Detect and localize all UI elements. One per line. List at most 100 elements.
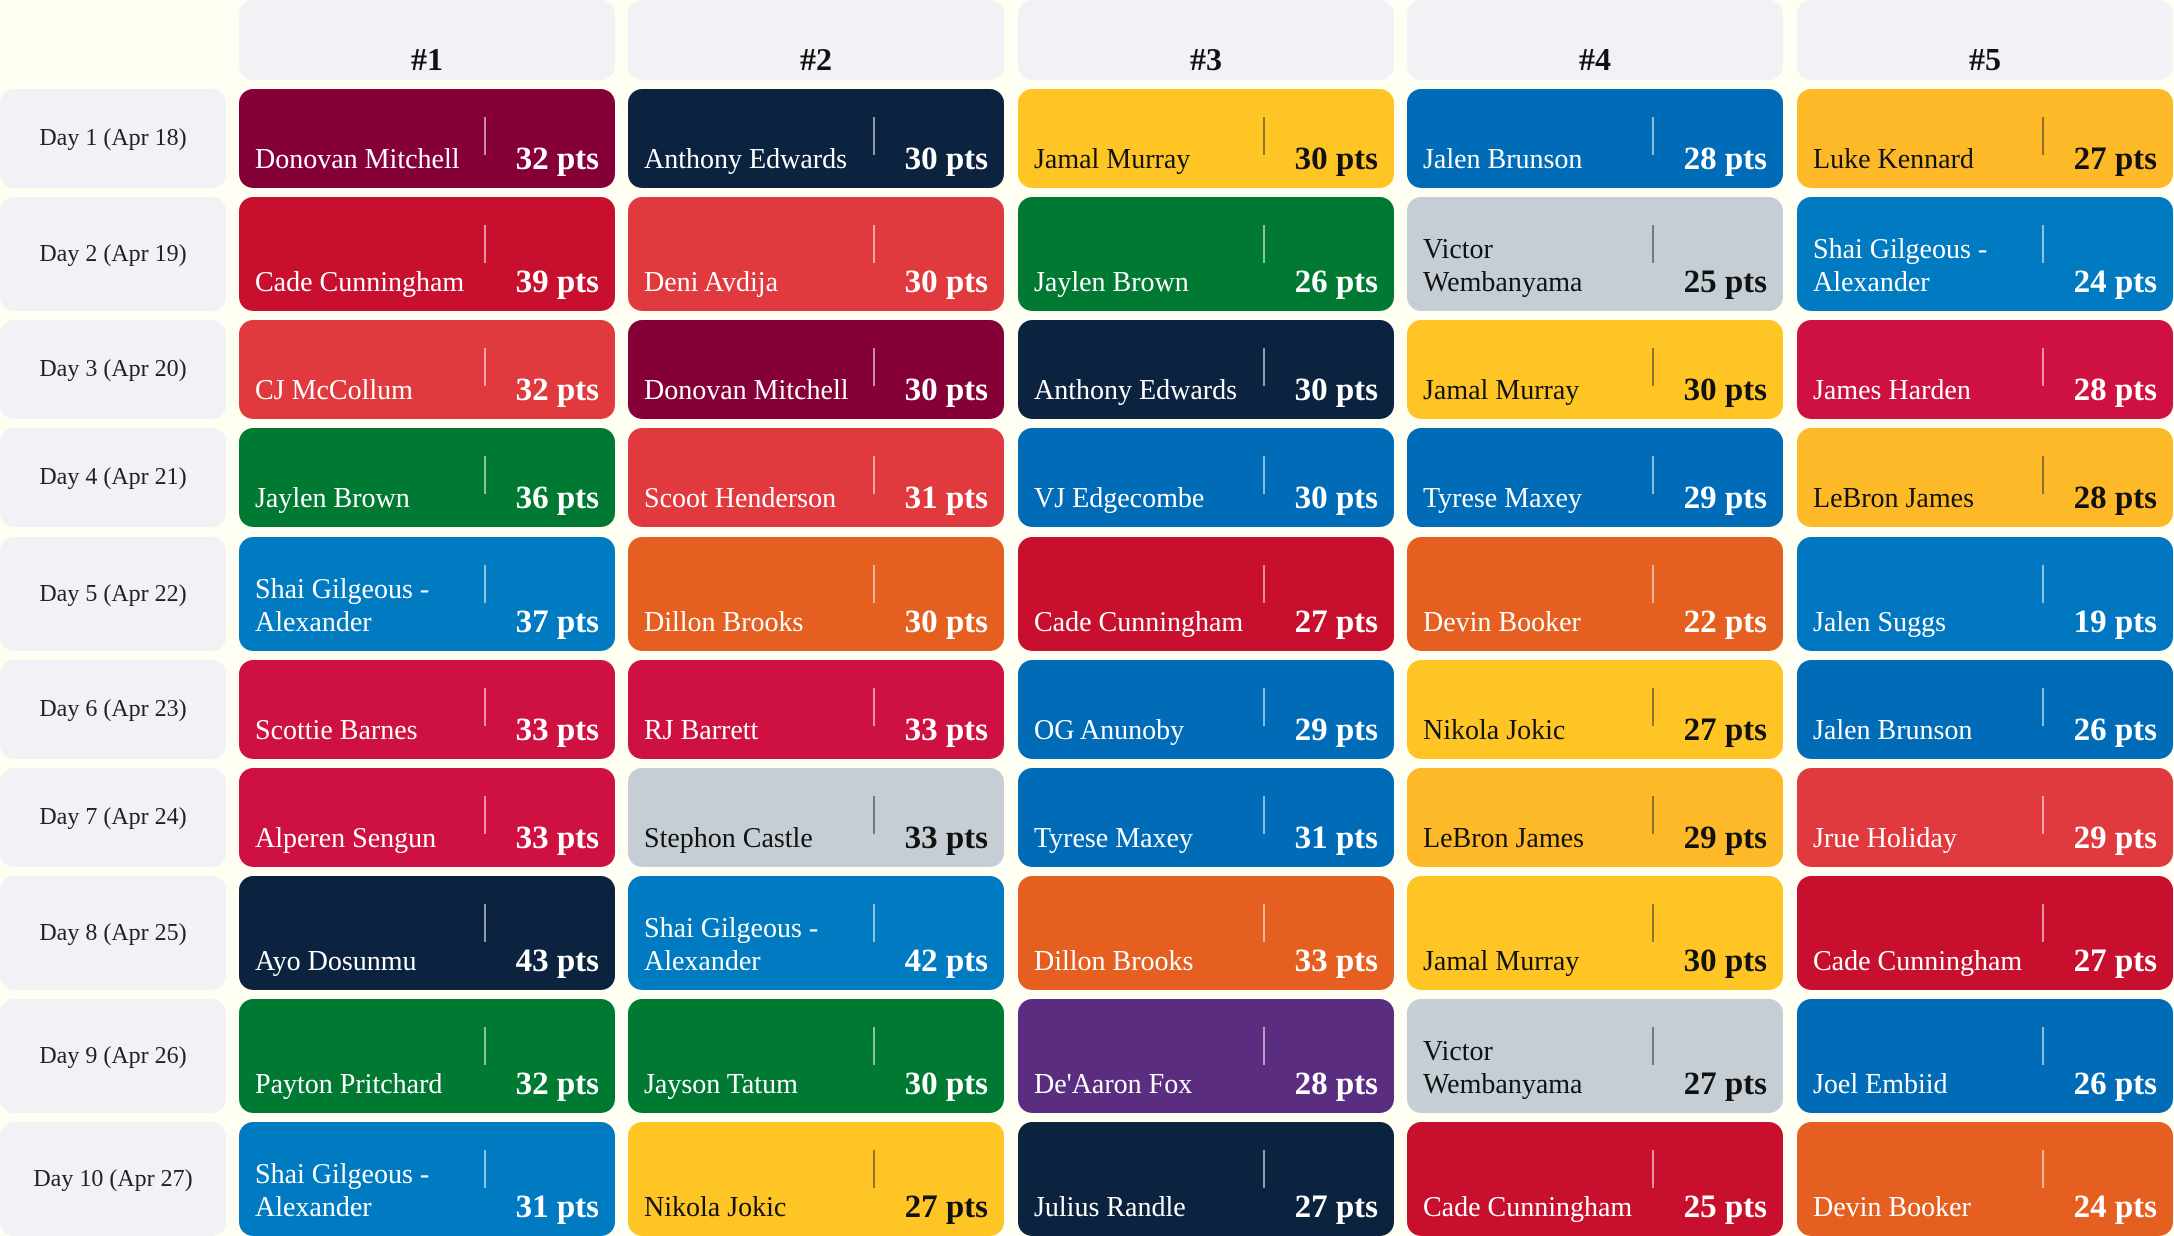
player-name: Joel Embiid xyxy=(1813,1069,1948,1100)
divider xyxy=(2042,1150,2044,1188)
player-name: Tyrese Maxey xyxy=(1034,823,1193,854)
points-value: 27 pts xyxy=(1683,712,1767,748)
player-card: Cade Cunningham 27 pts xyxy=(1797,876,2173,990)
divider xyxy=(1652,117,1654,155)
points-value: 31 pts xyxy=(1294,820,1378,856)
divider xyxy=(2042,1027,2044,1065)
player-card: Joel Embiid 26 pts xyxy=(1797,999,2173,1113)
player-name: OG Anunoby xyxy=(1034,715,1185,746)
points-value: 32 pts xyxy=(515,141,599,177)
player-name: Shai Gilgeous - Alexander xyxy=(255,574,430,638)
player-name: Dillon Brooks xyxy=(644,607,804,638)
player-name: Jamal Murray xyxy=(1423,946,1580,977)
player-name: Ayo Dosunmu xyxy=(255,946,417,977)
points-value: 28 pts xyxy=(2073,372,2157,408)
rank-header: #3 xyxy=(1018,0,1394,80)
divider xyxy=(1652,565,1654,603)
player-name: Scottie Barnes xyxy=(255,715,418,746)
points-value: 24 pts xyxy=(2073,264,2157,300)
player-name: Deni Avdija xyxy=(644,267,779,298)
points-value: 28 pts xyxy=(1683,141,1767,177)
points-value: 29 pts xyxy=(1683,480,1767,516)
player-name: Shai Gilgeous - Alexander xyxy=(1813,234,1988,298)
divider xyxy=(1263,688,1265,726)
player-card: De'Aaron Fox 28 pts xyxy=(1018,999,1394,1113)
divider xyxy=(2042,117,2044,155)
player-card: Luke Kennard 27 pts xyxy=(1797,89,2173,188)
points-value: 33 pts xyxy=(904,820,988,856)
player-card: Jalen Suggs 19 pts xyxy=(1797,537,2173,651)
divider xyxy=(873,456,875,494)
player-name: Jaylen Brown xyxy=(255,483,410,514)
divider xyxy=(484,796,486,834)
day-label: Day 3 (Apr 20) xyxy=(0,320,226,419)
day-label: Day 8 (Apr 25) xyxy=(0,876,226,990)
points-value: 29 pts xyxy=(1683,820,1767,856)
player-card: Jrue Holiday 29 pts xyxy=(1797,768,2173,867)
player-name: Julius Randle xyxy=(1034,1192,1186,1223)
day-label: Day 5 (Apr 22) xyxy=(0,537,226,651)
divider xyxy=(1652,796,1654,834)
divider xyxy=(484,348,486,386)
divider xyxy=(2042,565,2044,603)
player-card: Jamal Murray 30 pts xyxy=(1407,876,1783,990)
points-value: 24 pts xyxy=(2073,1189,2157,1225)
player-name: Jayson Tatum xyxy=(644,1069,798,1100)
player-card: LeBron James 29 pts xyxy=(1407,768,1783,867)
divider xyxy=(2042,456,2044,494)
points-value: 29 pts xyxy=(1294,712,1378,748)
player-card: Dillon Brooks 33 pts xyxy=(1018,876,1394,990)
divider xyxy=(1652,456,1654,494)
player-name: Payton Pritchard xyxy=(255,1069,443,1100)
player-name: Cade Cunningham xyxy=(1423,1192,1633,1223)
player-name: Shai Gilgeous - Alexander xyxy=(255,1159,430,1223)
player-name: Stephon Castle xyxy=(644,823,813,854)
player-card: Ayo Dosunmu 43 pts xyxy=(239,876,615,990)
points-value: 33 pts xyxy=(515,820,599,856)
player-name: James Harden xyxy=(1813,375,1971,406)
player-card: Victor Wembanyama 25 pts xyxy=(1407,197,1783,311)
player-card: Payton Pritchard 32 pts xyxy=(239,999,615,1113)
points-value: 28 pts xyxy=(1294,1066,1378,1102)
points-value: 27 pts xyxy=(1683,1066,1767,1102)
rank-header: #2 xyxy=(628,0,1004,80)
player-card: Jalen Brunson 26 pts xyxy=(1797,660,2173,759)
player-card: Anthony Edwards 30 pts xyxy=(1018,320,1394,419)
divider xyxy=(1263,456,1265,494)
player-name: Dillon Brooks xyxy=(1034,946,1194,977)
divider xyxy=(2042,796,2044,834)
player-name: LeBron James xyxy=(1813,483,1974,514)
player-card: Donovan Mitchell 30 pts xyxy=(628,320,1004,419)
player-card: Stephon Castle 33 pts xyxy=(628,768,1004,867)
day-label: Day 2 (Apr 19) xyxy=(0,197,226,311)
player-card: Shai Gilgeous - Alexander 42 pts xyxy=(628,876,1004,990)
player-card: Cade Cunningham 27 pts xyxy=(1018,537,1394,651)
divider xyxy=(873,1027,875,1065)
points-value: 30 pts xyxy=(1294,141,1378,177)
divider xyxy=(1263,796,1265,834)
divider xyxy=(873,1150,875,1188)
player-name: Nikola Jokic xyxy=(1423,715,1566,746)
player-name: Victor Wembanyama xyxy=(1423,234,1583,298)
player-name: Donovan Mitchell xyxy=(644,375,849,406)
divider xyxy=(2042,904,2044,942)
player-card: Devin Booker 22 pts xyxy=(1407,537,1783,651)
divider xyxy=(2042,348,2044,386)
divider xyxy=(484,456,486,494)
divider xyxy=(1263,565,1265,603)
points-value: 30 pts xyxy=(904,604,988,640)
divider xyxy=(1263,1027,1265,1065)
points-value: 33 pts xyxy=(515,712,599,748)
player-card: Scottie Barnes 33 pts xyxy=(239,660,615,759)
points-value: 27 pts xyxy=(904,1189,988,1225)
player-card: Cade Cunningham 25 pts xyxy=(1407,1122,1783,1236)
points-value: 29 pts xyxy=(2073,820,2157,856)
points-value: 30 pts xyxy=(1294,372,1378,408)
player-name: Jalen Suggs xyxy=(1813,607,1946,638)
player-card: Anthony Edwards 30 pts xyxy=(628,89,1004,188)
player-card: Cade Cunningham 39 pts xyxy=(239,197,615,311)
player-card: VJ Edgecombe 30 pts xyxy=(1018,428,1394,527)
player-name: De'Aaron Fox xyxy=(1034,1069,1193,1100)
player-card: Jayson Tatum 30 pts xyxy=(628,999,1004,1113)
